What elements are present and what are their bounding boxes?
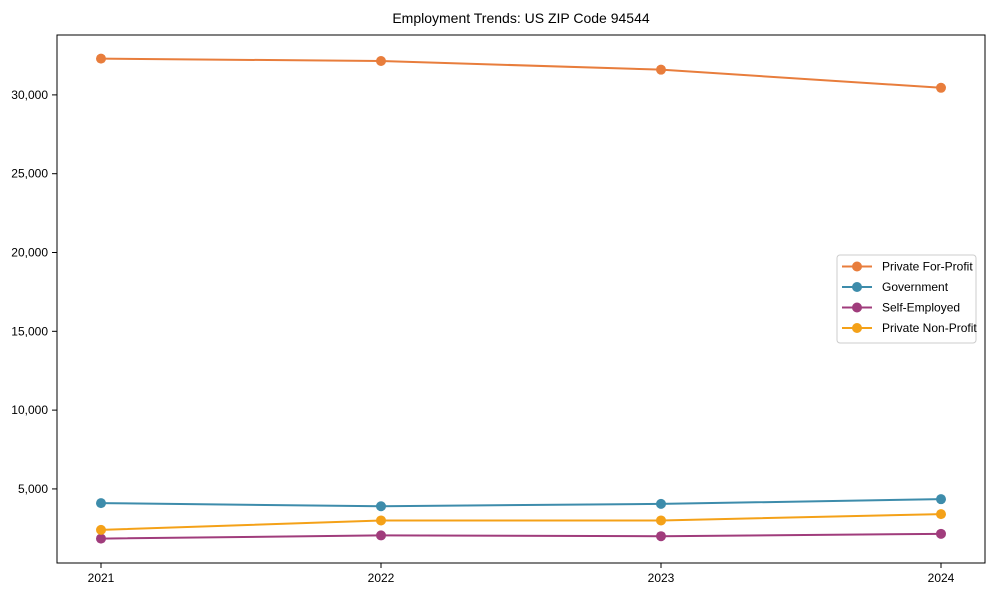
data-point-private-for-profit-2022 xyxy=(376,56,386,67)
data-point-government-2023 xyxy=(656,498,666,509)
data-point-self-employed-2023 xyxy=(656,531,666,542)
series-line-government xyxy=(100,498,942,508)
y-tick-label: 25,000 xyxy=(11,167,48,181)
legend xyxy=(836,254,977,344)
data-point-government-2022 xyxy=(376,501,386,512)
plot-area xyxy=(56,34,986,564)
data-point-private-non-profit-2023 xyxy=(656,515,666,526)
legend-swatch-marker-private-non-profit xyxy=(852,323,862,333)
series-line-private-for-profit xyxy=(100,57,942,89)
legend-label-government: Government xyxy=(882,280,949,294)
legend-swatch-marker-private-for-profit xyxy=(852,261,862,272)
data-point-government-2021 xyxy=(96,498,106,509)
y-tick-label: 5,000 xyxy=(18,482,48,496)
legend-label-private-non-profit: Private Non-Profit xyxy=(882,321,977,335)
series-line-private-non-profit xyxy=(100,513,942,531)
y-tick-label: 10,000 xyxy=(11,403,48,417)
legend-swatch-marker-government xyxy=(852,282,862,292)
legend-item-private-non-profit: Private Non-Profit xyxy=(842,321,977,335)
legend-label-private-for-profit: Private For-Profit xyxy=(882,260,973,274)
legend-label-self-employed: Self-Employed xyxy=(882,301,960,315)
x-tick-label: 2021 xyxy=(88,571,115,585)
data-point-private-non-profit-2021 xyxy=(96,524,106,535)
data-point-government-2024 xyxy=(936,494,946,505)
data-point-self-employed-2024 xyxy=(936,528,946,539)
x-tick-label: 2024 xyxy=(928,571,955,585)
x-tick-label: 2022 xyxy=(368,571,395,585)
data-point-private-non-profit-2024 xyxy=(936,509,946,520)
series-line-self-employed xyxy=(100,532,942,540)
data-point-private-non-profit-2022 xyxy=(376,515,386,526)
data-point-private-for-profit-2024 xyxy=(936,82,946,93)
data-point-self-employed-2021 xyxy=(96,533,106,544)
data-point-private-for-profit-2023 xyxy=(656,64,666,75)
legend-item-self-employed: Self-Employed xyxy=(842,301,960,315)
legend-item-government: Government xyxy=(842,280,949,294)
legend-item-private-for-profit: Private For-Profit xyxy=(842,260,973,274)
y-tick-label: 15,000 xyxy=(11,324,48,338)
data-point-private-for-profit-2021 xyxy=(96,53,106,64)
y-tick-label: 20,000 xyxy=(11,246,48,260)
x-tick-label: 2023 xyxy=(648,571,675,585)
y-tick-label: 30,000 xyxy=(11,88,48,102)
data-point-self-employed-2022 xyxy=(376,530,386,541)
legend-swatch-marker-self-employed xyxy=(852,302,862,313)
chart-title: Employment Trends: US ZIP Code 94544 xyxy=(392,10,650,26)
